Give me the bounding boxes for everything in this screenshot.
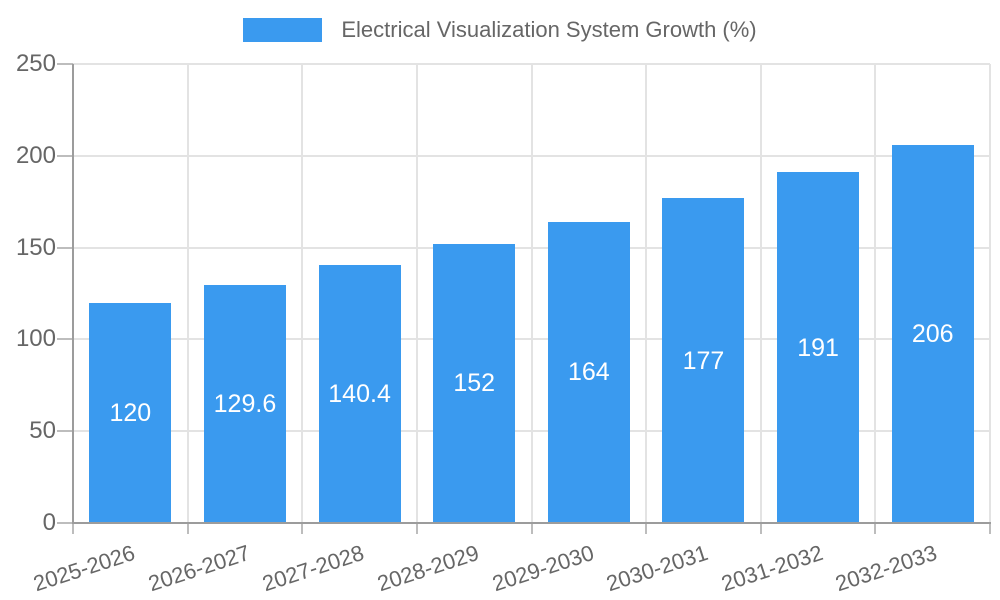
x-tick-mark (530, 523, 533, 534)
bar-value-label: 120 (109, 398, 152, 427)
x-tick-mark (415, 523, 418, 534)
x-tick-label: 2028-2029 (374, 540, 482, 597)
x-tick-mark (874, 523, 877, 534)
y-tick-label: 100 (15, 325, 56, 353)
y-axis-line (72, 64, 74, 524)
gridline-vertical (530, 64, 533, 523)
gridline-vertical (301, 64, 304, 523)
bar[interactable] (662, 198, 745, 523)
gridline-vertical (645, 64, 648, 523)
x-tick-label: 2027-2028 (259, 540, 368, 597)
bar-value-label: 191 (797, 333, 839, 362)
x-tick-label: 2030-2031 (603, 540, 712, 597)
bar-value-label: 140.4 (328, 380, 391, 409)
bar[interactable] (318, 265, 401, 523)
y-tick-mark (57, 522, 73, 524)
legend-item[interactable]: Electrical Visualization System Growth (… (243, 17, 757, 43)
bar[interactable] (433, 243, 516, 523)
bar[interactable] (777, 172, 860, 523)
x-tick-label: 2031-2032 (717, 540, 826, 597)
gridline-vertical (759, 64, 762, 523)
bar-value-label: 152 (453, 369, 496, 398)
y-tick-mark (57, 338, 73, 341)
x-tick-label: 2032-2033 (832, 540, 941, 597)
y-tick-label: 150 (15, 233, 56, 261)
y-tick-label: 50 (29, 417, 56, 445)
x-tick-mark (645, 523, 648, 534)
x-tick-mark (301, 523, 304, 534)
x-tick-mark (989, 523, 991, 534)
x-tick-mark (759, 523, 762, 534)
y-tick-mark (57, 430, 73, 433)
y-tick-label: 0 (42, 509, 56, 536)
legend-label: Electrical Visualization System Growth (… (341, 17, 757, 42)
y-tick-label: 250 (15, 50, 56, 77)
x-tick-label: 2029-2030 (488, 540, 597, 597)
y-tick-label: 200 (15, 141, 56, 169)
bar-value-label: 129.6 (213, 390, 277, 419)
bar[interactable] (891, 144, 974, 523)
gridline-vertical (989, 64, 991, 523)
x-tick-label: 2025-2026 (30, 540, 139, 597)
y-tick-mark (57, 246, 73, 249)
bar[interactable] (203, 285, 286, 523)
bar[interactable] (547, 221, 630, 523)
bar-value-label: 177 (682, 346, 725, 375)
bar-value-label: 164 (567, 358, 610, 387)
legend-swatch (243, 18, 323, 42)
x-axis-line (72, 522, 991, 524)
x-tick-mark (186, 523, 189, 534)
x-tick-label: 2026-2027 (144, 540, 253, 597)
bar[interactable] (89, 302, 172, 523)
y-tick-mark (57, 154, 73, 157)
legend: Electrical Visualization System Growth (… (0, 17, 1000, 43)
gridline-vertical (186, 64, 189, 523)
gridline-vertical (874, 64, 877, 523)
gridline-vertical (415, 64, 418, 523)
y-tick-mark (57, 63, 73, 65)
x-tick-mark (72, 523, 74, 534)
bar-value-label: 206 (911, 319, 954, 348)
